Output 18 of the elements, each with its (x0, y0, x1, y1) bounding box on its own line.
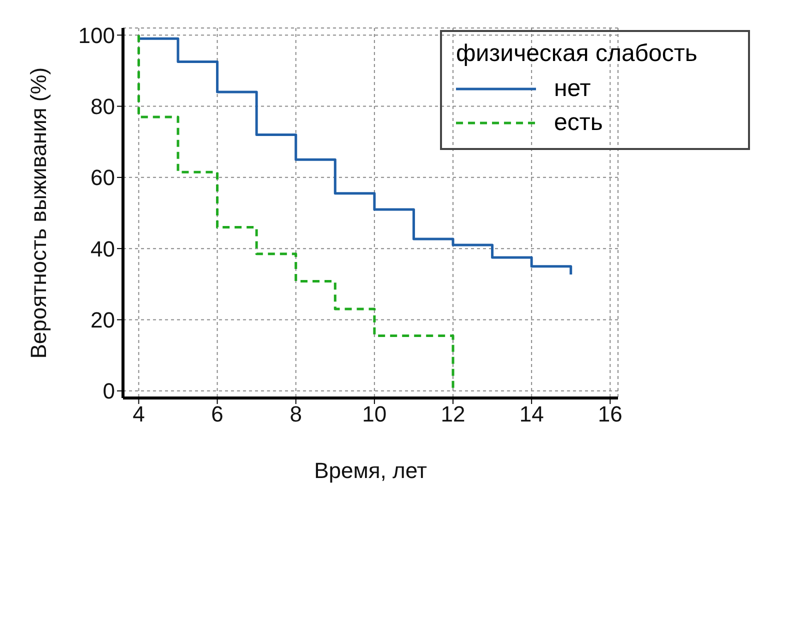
y-tick-label: 20 (90, 308, 115, 333)
x-axis-title: Время, лет (314, 458, 427, 483)
y-tick-label: 0 (102, 378, 115, 404)
y-tick-label: 60 (90, 165, 115, 190)
x-tick-label: 14 (519, 402, 544, 427)
y-axis-title: Вероятность выживания (%) (26, 67, 51, 359)
y-tick-label: 40 (90, 236, 115, 262)
x-tick-label: 12 (440, 402, 466, 427)
legend-label: есть (554, 109, 603, 137)
x-tick-label: 6 (211, 402, 224, 427)
y-tick-label: 100 (78, 22, 115, 48)
legend-label: нет (554, 75, 591, 103)
x-tick-label: 10 (362, 402, 387, 427)
legend-title: физическая слабость (456, 40, 698, 68)
y-tick-label: 80 (90, 94, 115, 120)
x-tick-label: 16 (598, 402, 622, 427)
x-tick-label: 4 (132, 402, 145, 427)
x-tick-label: 8 (290, 402, 302, 427)
